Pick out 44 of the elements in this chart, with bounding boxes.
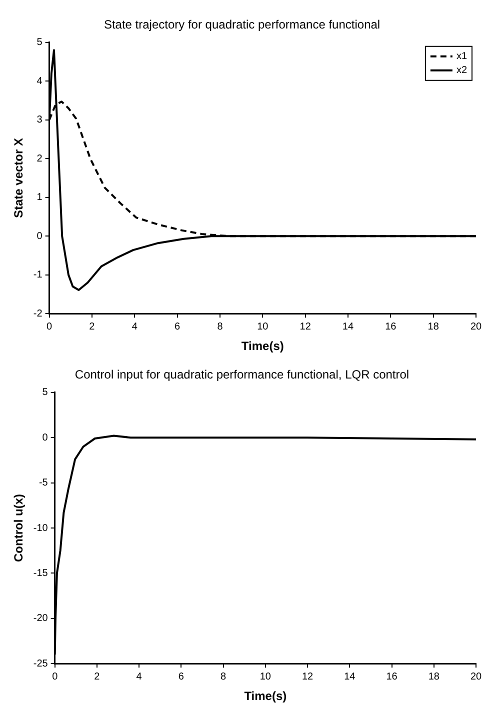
y-tick-label: -25 (33, 658, 48, 670)
x-tick-label: 2 (94, 671, 100, 682)
x-tick-label: 10 (257, 321, 269, 332)
y-tick-label: -5 (38, 478, 48, 489)
y-tick-label: 5 (36, 37, 43, 48)
x-tick-label: 12 (302, 671, 314, 682)
x-tick-label: 16 (386, 671, 398, 682)
y-tick-label: 1 (36, 192, 43, 204)
x-tick-label: 14 (342, 321, 354, 332)
chart-title: State trajectory for quadratic performance functional (104, 18, 380, 32)
x-tick-label: 18 (428, 321, 440, 332)
x-tick-label: 8 (217, 321, 224, 332)
x-axis-title: Time(s) (241, 339, 284, 354)
y-tick-label: 4 (36, 76, 43, 87)
y-tick-label: -10 (33, 522, 48, 534)
x-tick-label: 0 (52, 671, 58, 682)
x-tick-label: 10 (260, 671, 272, 682)
x-tick-label: 12 (300, 321, 312, 332)
y-axis-title: Control u(x) (12, 494, 26, 562)
x-tick-label: 14 (344, 671, 356, 682)
y-tick-label: 2 (36, 153, 43, 164)
x-tick-label: 6 (174, 321, 181, 332)
x-tick-label: 16 (385, 321, 397, 332)
x-tick-label: 8 (220, 671, 227, 682)
y-tick-label: -20 (33, 613, 48, 624)
chart-title: Control input for quadratic performance functional, LQR control (74, 368, 410, 382)
legend-label: x2 (456, 65, 468, 76)
y-tick-label: 0 (42, 432, 48, 444)
y-tick-label: 0 (36, 230, 43, 242)
y-tick-label: -1 (33, 270, 43, 281)
y-tick-label: -15 (33, 568, 48, 579)
x-tick-label: 4 (136, 671, 142, 682)
y-tick-label: 3 (36, 114, 43, 126)
x-tick-label: 4 (132, 321, 138, 332)
x-axis-title: Time(s) (244, 689, 287, 704)
x-tick-label: 6 (178, 671, 184, 682)
x-tick-label: 2 (89, 321, 96, 332)
y-tick-label: 5 (42, 387, 48, 398)
legend-label: x1 (456, 51, 468, 62)
x-tick-label: 20 (470, 321, 482, 332)
y-axis-title: State vector X (12, 138, 26, 218)
x-tick-label: 18 (428, 671, 440, 682)
y-tick-label: -2 (33, 308, 43, 320)
x-tick-label: 20 (470, 671, 482, 682)
